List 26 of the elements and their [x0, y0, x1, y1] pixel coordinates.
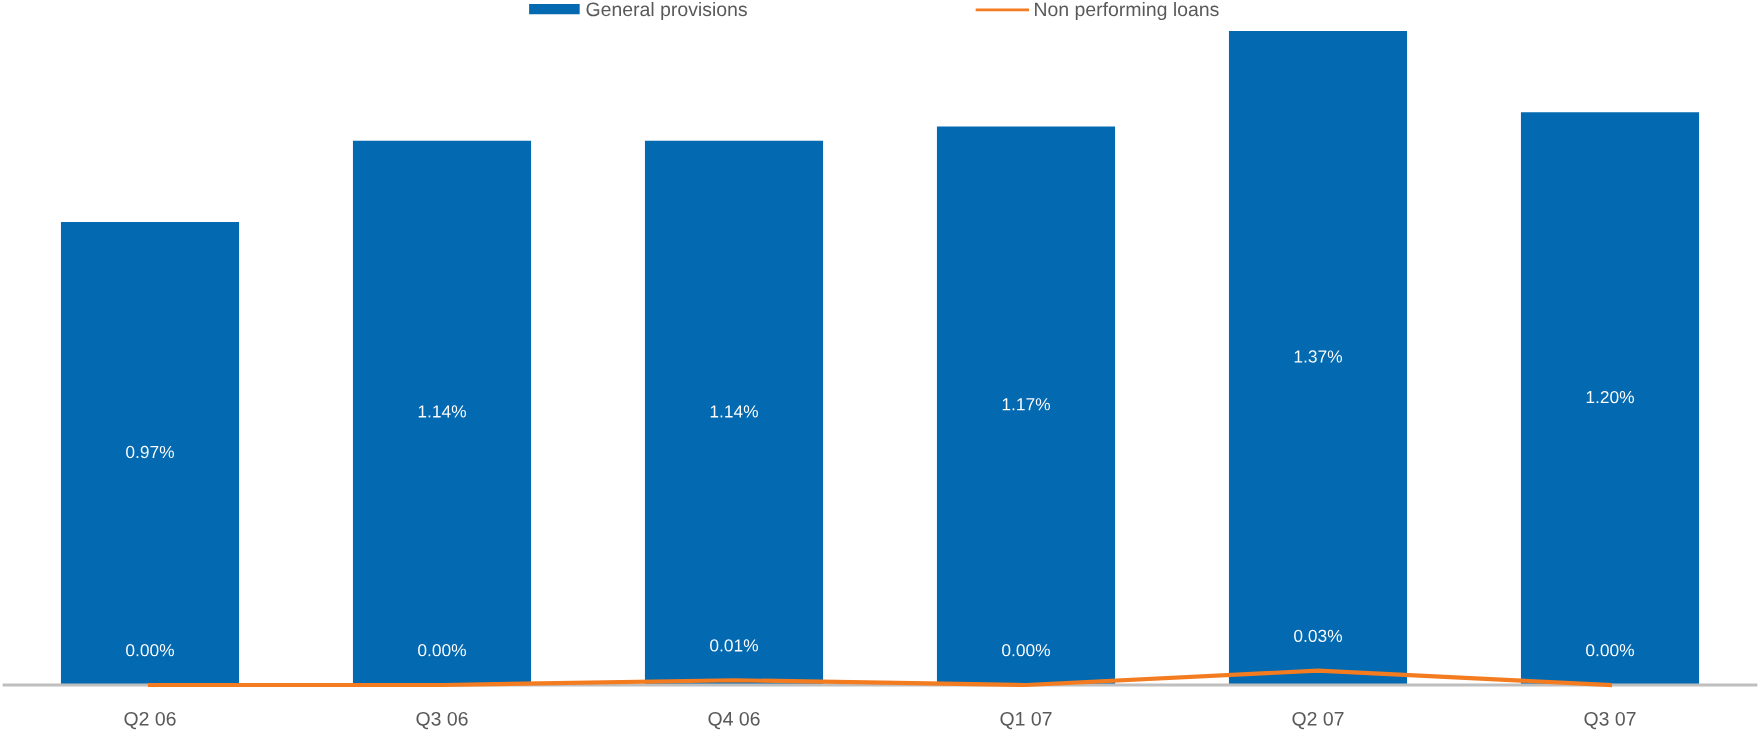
x-tick-label: Q3 07 — [1584, 711, 1636, 730]
data-label: 1.17% — [1002, 398, 1050, 411]
data-label: 0.00% — [1002, 644, 1050, 657]
data-label: 1.37% — [1294, 350, 1342, 363]
data-label: 0.03% — [1294, 629, 1342, 643]
legend-label: Non performing loans — [1035, 1, 1219, 21]
bar — [1520, 112, 1700, 685]
data-label: 0.00% — [126, 644, 174, 657]
bar — [1228, 31, 1408, 685]
x-tick-label: Q2 06 — [124, 711, 176, 730]
bar — [352, 140, 532, 685]
data-label: 1.20% — [1586, 390, 1634, 404]
data-label: 0.01% — [710, 639, 758, 652]
data-label: 0.00% — [1586, 644, 1634, 657]
data-label: 1.14% — [418, 405, 466, 418]
bar — [60, 221, 240, 685]
x-tick-label: Q1 07 — [1000, 711, 1052, 730]
data-label: 0.97% — [126, 445, 174, 459]
x-tick-label: Q3 06 — [416, 711, 468, 730]
x-tick-label: Q2 07 — [1292, 711, 1344, 730]
data-label: 0.00% — [418, 644, 466, 657]
bar — [644, 140, 824, 685]
legend-label: General provisions — [586, 1, 747, 21]
bar — [936, 126, 1116, 685]
x-tick-label: Q4 06 — [708, 711, 760, 730]
data-label: 1.14% — [710, 405, 758, 418]
